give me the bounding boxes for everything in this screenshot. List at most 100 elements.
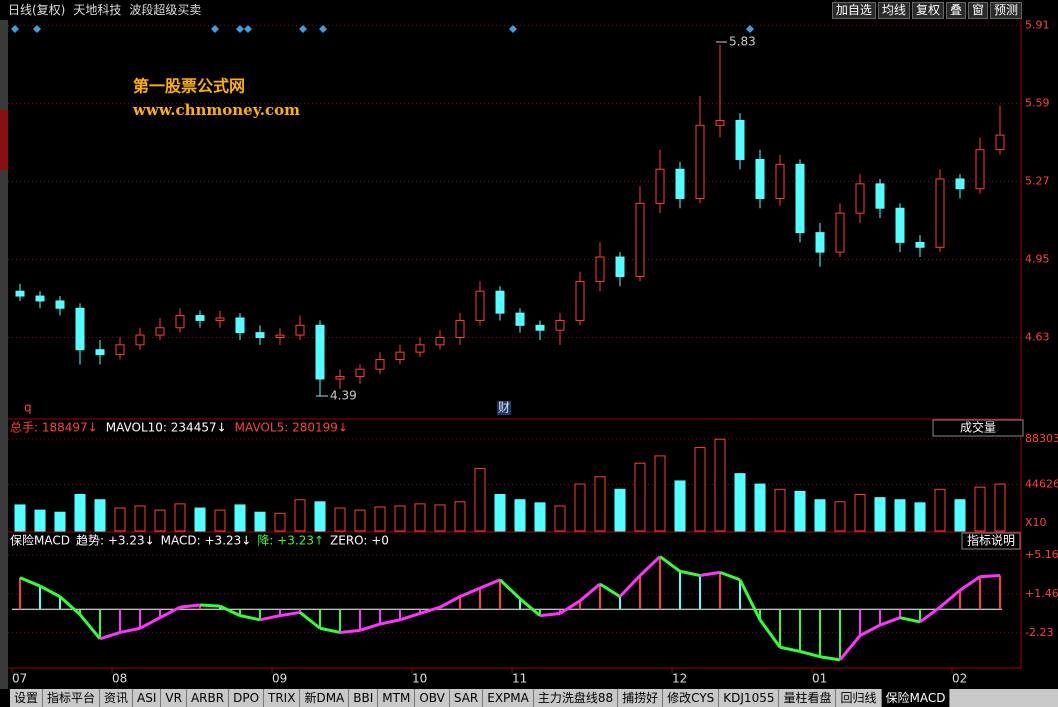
indicator-tab[interactable]: 回归线 [836,689,882,707]
macd-bar [199,605,201,610]
macd-line-segment [498,578,522,600]
indicator-tab[interactable]: SAR [450,689,484,707]
macd-bar [299,609,301,613]
volume-bar [394,505,406,532]
macd-line-segment [779,645,801,653]
help-button[interactable]: 指标说明 [967,533,1015,548]
macd-bar [699,575,701,610]
macd-bar [359,609,361,631]
candle-body [295,324,305,336]
volume-bar [34,509,46,532]
candle-body [375,358,385,370]
macd-legend: 保险MACD [10,533,70,548]
macd-bar [899,609,901,618]
volume-bar [274,512,286,532]
macd-line-segment [199,603,221,608]
indicator-tab[interactable]: VR [161,689,187,707]
toolbar-button[interactable]: 复权 [911,2,944,19]
macd-line-segment [99,631,121,641]
indicator-tab[interactable]: EXPMA [483,689,534,707]
indicator-tab[interactable]: KDJ1055 [719,689,780,707]
macd-line-segment [19,576,41,588]
macd-line-segment [939,589,961,609]
volume-bar [94,499,106,532]
volume-legend: MAVOL5: 280199↓ [235,421,348,435]
indicator-tab[interactable]: BBI [349,689,379,707]
macd-legend: 趋势: +3.23↓ [76,534,155,548]
indicator-tab[interactable]: 修改CYS [663,689,720,707]
macd-line-segment [859,623,881,637]
candle-body [595,256,605,282]
volume-bar [334,507,346,532]
toolbar-button[interactable]: 加自选 [831,2,876,19]
indicator-tab[interactable]: 主力洗盘线88 [534,689,619,707]
volume-bar [714,438,726,532]
indicator-tab[interactable]: OBV [415,689,450,707]
macd-bar [139,609,141,629]
volume-bar [314,501,326,532]
indicator-tab[interactable]: DPO [229,689,265,707]
volume-bar [534,502,546,532]
indicator-tab[interactable]: 量柱看盘 [779,689,837,707]
indicator-tab[interactable]: 保险MACD [881,689,951,707]
indicator-tab[interactable]: MTM [378,689,416,707]
x-tick-label: 10 [412,672,427,686]
indicator-tab[interactable]: ASI [133,689,162,707]
indicator-tab[interactable]: 指标平台 [43,689,101,707]
y-tick-label: 5.27 [1025,174,1050,187]
macd-line-segment [419,605,441,615]
candle-body [35,295,45,302]
indicator-name: 波段超级买卖 [129,3,202,17]
macd-line-segment [439,595,461,609]
low-label: 4.39 [330,389,357,403]
candle-body [655,168,665,204]
macd-bar [579,600,581,610]
candle-body [835,212,845,253]
macd-bar [919,609,921,622]
signal-markers [11,25,754,33]
candle-body [735,119,745,160]
candle-body [995,134,1005,151]
indicator-tab[interactable]: 捕捞好 [618,689,664,707]
candle-body [415,344,425,353]
candle-body [215,317,225,321]
toolbar-button[interactable]: 预测 [989,2,1022,19]
indicator-tab[interactable]: ARBR [187,689,230,707]
side-tab [0,110,8,170]
toolbar-button[interactable]: 均线 [877,2,910,19]
indicator-tab[interactable]: TRIX [264,689,301,707]
y-tick-label: 44626 [1025,477,1058,490]
volume-bar [674,480,686,532]
candle-body [955,178,965,190]
macd-line-segment [559,599,581,615]
indicator-tab[interactable]: 设置 [10,689,44,707]
x-tick-label: 02 [952,672,967,686]
macd-bar [119,609,121,633]
macd-line-segment [738,579,762,621]
indicator-tab[interactable]: 资讯 [100,689,134,707]
macd-line-segment [579,582,601,602]
macd-bar [479,588,481,610]
indicator-tab[interactable]: 新DMA [300,689,350,707]
volume-bar [14,504,26,532]
macd-bar [459,596,461,610]
toolbar-button[interactable]: 叠 [945,2,966,19]
y-tick-label: 5.91 [1025,18,1050,31]
volume-bar [914,502,926,532]
macd-line-segment [819,655,841,662]
volume-bar [934,488,946,532]
volume-bar [494,493,506,532]
side-strip [0,20,8,689]
candle-body [715,119,725,126]
candle-body [555,319,565,331]
toolbar-button[interactable]: 窗 [967,2,988,19]
macd-line-segment [259,614,281,622]
volume-bar [794,490,806,532]
unit-label: X10 [1025,516,1047,529]
candle-body [875,183,885,209]
candle-body [775,163,785,199]
watermark-name: 第一股票公式网 [133,77,245,96]
candle-body [195,315,205,321]
